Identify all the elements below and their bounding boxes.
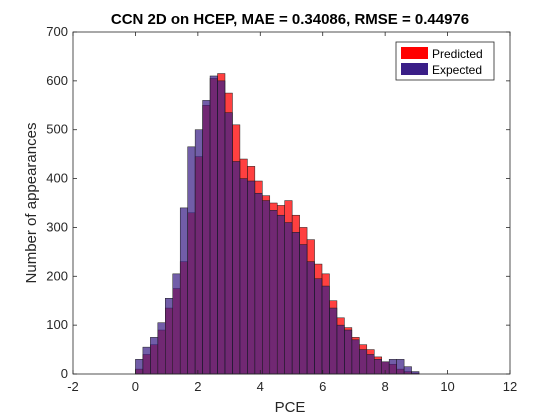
bar-expected-35 [396, 359, 405, 375]
x-tick-label: 6 [319, 379, 326, 394]
legend-label-predicted: Predicted [432, 47, 483, 61]
bar-expected-8 [194, 129, 203, 375]
x-tick-label: 12 [503, 379, 517, 394]
y-tick-label: 400 [46, 171, 68, 186]
chart-title: CCN 2D on HCEP, MAE = 0.34086, RMSE = 0.… [111, 11, 469, 28]
y-tick-label: 500 [46, 122, 68, 137]
legend-swatch-expected [401, 63, 428, 75]
bar-expected-12 [224, 112, 233, 375]
bar-expected-25 [321, 285, 330, 375]
bar-expected-15 [247, 180, 256, 375]
bar-expected-11 [217, 80, 226, 375]
legend-swatch-predicted [401, 47, 428, 59]
bar-expected-36 [403, 366, 412, 375]
bar-expected-6 [179, 207, 188, 375]
plot-frame [72, 31, 511, 375]
y-tick-label: 600 [46, 73, 68, 88]
bar-expected-29 [351, 339, 360, 375]
bar-expected-30 [359, 349, 368, 375]
bar-expected-27 [336, 324, 345, 375]
bar-expected-10 [209, 75, 218, 375]
bar-expected-13 [232, 161, 241, 375]
bar-expected-4 [165, 298, 173, 375]
x-axis-label: PCE [275, 399, 306, 416]
x-tick-label: 4 [257, 379, 264, 394]
bar-expected-7 [187, 146, 196, 375]
bar-expected-19 [276, 214, 285, 375]
bar-expected-31 [366, 354, 375, 375]
bar-expected-3 [157, 322, 166, 375]
bar-expected-18 [269, 210, 278, 375]
bar-expected-16 [254, 192, 263, 375]
x-tick-label: 10 [440, 379, 454, 394]
bar-expected-5 [172, 273, 181, 375]
bar-expected-17 [262, 200, 271, 375]
y-tick-label: 0 [61, 366, 68, 381]
bar-expected-32 [374, 359, 382, 375]
bar-expected-26 [329, 307, 338, 375]
bar-expected-22 [299, 244, 308, 375]
bar-expected-23 [306, 261, 315, 375]
legend-label-expected: Expected [432, 63, 482, 77]
y-tick-label: 100 [46, 317, 68, 332]
bar-expected-20 [284, 222, 293, 375]
bar-expected-0 [135, 359, 144, 375]
y-tick-label: 300 [46, 219, 68, 234]
x-tick-label: -2 [67, 379, 79, 394]
x-tick-label: 8 [382, 379, 389, 394]
bar-expected-28 [344, 329, 353, 375]
y-axis-label: Number of appearances [23, 123, 40, 284]
y-tick-label: 200 [46, 268, 68, 283]
x-tick-label: 2 [194, 379, 201, 394]
bar-expected-2 [150, 337, 159, 375]
bar-expected-1 [142, 346, 151, 375]
y-tick-label: 700 [46, 24, 68, 39]
bar-expected-14 [239, 178, 248, 375]
legend: Predicted Expected [395, 41, 495, 81]
bar-expected-34 [388, 359, 397, 375]
bar-expected-9 [202, 100, 211, 375]
x-tick-label: 0 [132, 379, 139, 394]
bar-expected-24 [314, 278, 323, 375]
bar-expected-21 [291, 232, 300, 375]
